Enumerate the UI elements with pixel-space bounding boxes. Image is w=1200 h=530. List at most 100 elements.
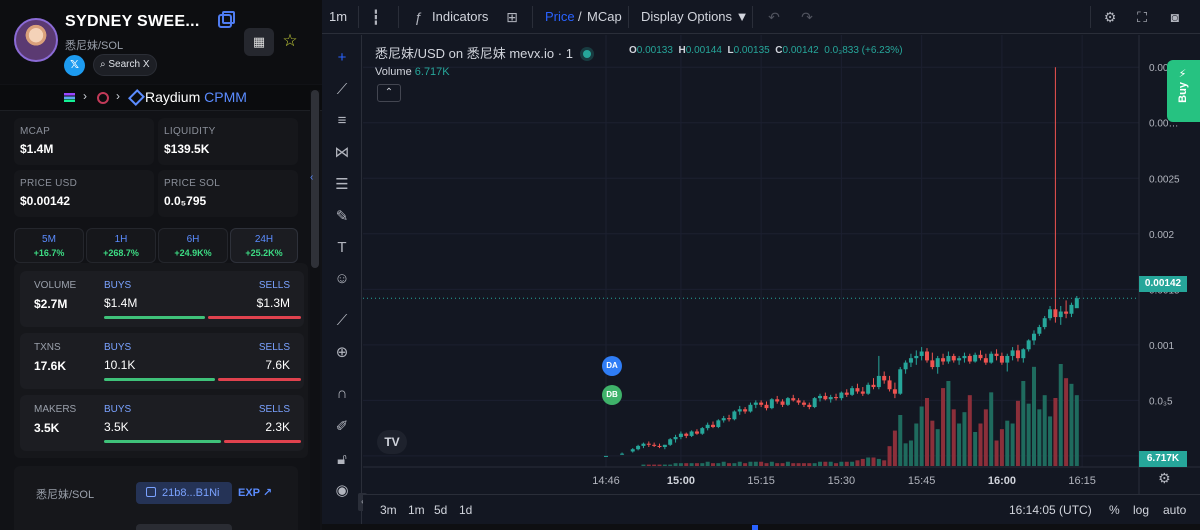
lock-draw-icon[interactable]: ✐ — [335, 418, 349, 435]
candle-body — [673, 437, 678, 440]
timeframe-6h[interactable]: 6H +24.9K% — [158, 228, 228, 263]
auto-toggle[interactable]: auto — [1163, 503, 1187, 517]
collapse-legend-button[interactable]: ⌃ — [377, 84, 401, 102]
brush-icon[interactable]: ✎ — [335, 208, 349, 225]
candle-body — [721, 418, 726, 421]
x-axis-tick-label: 16:15 — [1068, 475, 1096, 487]
candle-body — [967, 355, 972, 362]
horizontal-lines-icon[interactable]: ≡ — [337, 112, 347, 129]
utc-clock[interactable]: 16:14:05 (UTC) — [1009, 503, 1092, 517]
caret-down-icon: ▼ — [735, 9, 749, 24]
timeframe-change: +25.2K% — [245, 248, 283, 258]
buy-label: Buy ⚡ — [1177, 66, 1189, 103]
layout-grid-icon[interactable]: ⊞ — [506, 9, 518, 25]
volume-label: Volume — [375, 66, 412, 78]
ruler-icon[interactable]: ⟋ — [336, 312, 348, 329]
crosshair-icon[interactable]: + — [337, 49, 347, 66]
marker-db[interactable]: DB — [602, 385, 622, 405]
token-avatar — [14, 18, 58, 62]
range-3m[interactable]: 3m — [380, 503, 397, 517]
volume-bar — [668, 464, 673, 466]
candle-body — [898, 369, 903, 394]
volume-bar — [1032, 366, 1036, 466]
candle-body — [657, 445, 662, 448]
text-icon[interactable]: T — [337, 239, 347, 256]
tradingview-logo[interactable]: TV — [377, 430, 407, 454]
candle-body — [1058, 311, 1063, 318]
candle-body — [925, 351, 929, 361]
timeframe-change: +268.7% — [103, 248, 139, 258]
emoji-icon[interactable]: ☺ — [334, 270, 350, 287]
timeframe-5m[interactable]: 5M +16.7% — [14, 228, 84, 263]
candle-body — [630, 449, 635, 452]
zoom-in-icon[interactable]: ⊕ — [335, 344, 349, 361]
magnet-icon[interactable]: ∩ — [336, 385, 348, 402]
candle-body — [1021, 349, 1026, 359]
explorer-link[interactable]: EXP ↗ — [238, 486, 272, 499]
candle-body — [951, 355, 956, 361]
volume-bar — [748, 461, 753, 466]
axis-settings-icon[interactable]: ⚙ — [1158, 470, 1171, 486]
buy-button[interactable]: Buy ⚡ — [1167, 60, 1200, 122]
timeframe-1h[interactable]: 1H +268.7% — [86, 228, 156, 263]
candle-type-icon[interactable]: ┇ — [371, 9, 381, 25]
candle-body — [1048, 309, 1053, 319]
candle-body — [844, 392, 849, 395]
undo-icon[interactable]: ↶ — [768, 9, 780, 25]
copy-address-button[interactable]: 21b8...B1Ni — [136, 482, 232, 504]
low-value: 0.00135 — [733, 45, 770, 56]
percent-toggle[interactable]: % — [1109, 503, 1120, 517]
candle-body — [759, 402, 764, 405]
volume-bar — [1069, 383, 1074, 466]
indicators-button[interactable]: Indicators — [432, 9, 489, 24]
range-1d[interactable]: 1d — [459, 503, 473, 517]
favorite-button[interactable]: ☆ — [280, 30, 300, 52]
display-options-button[interactable]: Display Options ▼ — [641, 9, 749, 24]
scroll-handle[interactable] — [752, 525, 758, 530]
candle-body — [748, 404, 753, 412]
volume-bar — [785, 461, 790, 466]
eye-icon[interactable]: ◉ — [335, 482, 349, 499]
range-5d[interactable]: 5d — [434, 503, 448, 517]
collapse-left-icon[interactable]: ‹ — [310, 172, 314, 183]
price-toggle[interactable]: Price — [545, 9, 575, 24]
settings-icon[interactable]: ⚙ — [1103, 9, 1117, 25]
scroll-thumb[interactable] — [311, 90, 319, 268]
mcap-toggle[interactable]: MCap — [587, 9, 622, 24]
fullscreen-icon[interactable]: ⛶ — [1137, 9, 1147, 25]
candle-body — [716, 420, 721, 428]
pitchfork-icon[interactable]: ⋈ — [334, 144, 350, 161]
sell-ratio-bar — [224, 440, 301, 443]
bottom-strip — [322, 524, 1200, 530]
camera-icon[interactable]: ◙ — [1170, 9, 1180, 25]
search-x-button[interactable]: ⌕ Search X — [93, 54, 157, 76]
range-1m[interactable]: 1m — [408, 503, 425, 517]
left-scrollbar[interactable] — [310, 90, 320, 530]
trend-line-icon[interactable]: ⟋ — [336, 81, 348, 98]
calendar-button[interactable]: ▦ — [244, 28, 274, 56]
fib-icon[interactable]: ☰ — [335, 176, 349, 193]
candle-body — [887, 380, 892, 390]
marker-da[interactable]: DA — [602, 356, 622, 376]
txns-row: TXNS 17.6K BUYS 10.1K SELLS 7.6K — [20, 333, 304, 389]
collapse-toolbar-icon[interactable]: ‹ — [358, 493, 367, 511]
address-pill-2[interactable] — [136, 524, 232, 530]
high-value: 0.00144 — [685, 45, 722, 56]
candle-body — [908, 358, 913, 363]
timeframe-24h[interactable]: 24H +25.2K% — [230, 228, 298, 263]
candle-body — [662, 444, 667, 448]
x-social-button[interactable]: 𝕏 — [64, 55, 85, 76]
volume-bar — [941, 388, 946, 466]
interval-button[interactable]: 1m — [329, 9, 348, 24]
volume-bar — [834, 463, 839, 466]
candle-body — [919, 351, 924, 356]
raydium-icon — [128, 89, 145, 106]
high-label: H — [678, 45, 686, 56]
price-chart[interactable]: 0.00…0.00…0.00250.0020.00150.0010.0₃5014… — [363, 35, 1200, 494]
dex-name[interactable]: Raydium CPMM — [145, 89, 247, 105]
log-toggle[interactable]: log — [1133, 503, 1150, 517]
redo-icon[interactable]: ↷ — [801, 9, 813, 25]
copy-icon[interactable] — [218, 11, 235, 28]
lock-icon[interactable]: 🔓︎ — [337, 451, 347, 468]
token-name: SYDNEY SWEE... — [65, 13, 200, 30]
